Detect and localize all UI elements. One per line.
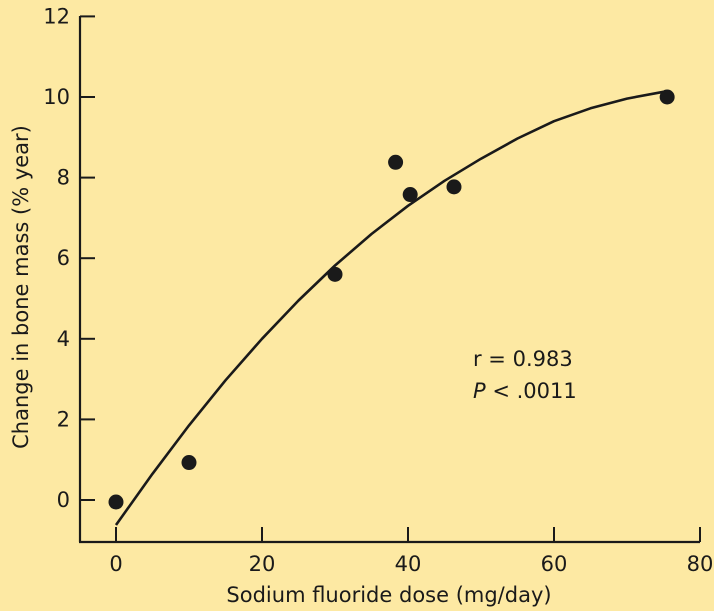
data-points bbox=[108, 89, 675, 510]
data-point bbox=[108, 494, 124, 510]
p-value-annotation: P < .0011 bbox=[473, 379, 577, 403]
y-tick-label: 8 bbox=[57, 166, 70, 190]
p-value-text: < .0011 bbox=[486, 379, 577, 403]
x-tick-label: 60 bbox=[541, 552, 568, 576]
p-symbol: P bbox=[473, 379, 486, 403]
y-axis-title: Change in bone mass (% year) bbox=[9, 125, 33, 449]
x-axis-title: Sodium fluoride dose (mg/day) bbox=[226, 583, 551, 607]
data-point bbox=[388, 154, 404, 170]
chart-ticks: 0 2 4 6 8 10 12 0 20 40 60 80 bbox=[43, 4, 713, 576]
y-tick-label: 12 bbox=[43, 4, 70, 28]
x-tick-label: 80 bbox=[687, 552, 714, 576]
data-point bbox=[446, 179, 462, 195]
r-value-annotation: r = 0.983 bbox=[473, 347, 573, 371]
y-tick-label: 10 bbox=[43, 85, 70, 109]
chart-axes bbox=[78, 16, 700, 544]
x-tick-label: 0 bbox=[109, 552, 122, 576]
fit-curve-group bbox=[114, 90, 664, 526]
y-tick-label: 4 bbox=[57, 327, 70, 351]
x-tick-label: 40 bbox=[395, 552, 422, 576]
y-tick-label: 0 bbox=[57, 488, 70, 512]
fit-curve bbox=[114, 90, 664, 526]
x-tick-label: 20 bbox=[249, 552, 276, 576]
data-point bbox=[659, 89, 675, 105]
y-tick-label: 6 bbox=[57, 246, 70, 270]
data-point bbox=[327, 266, 343, 282]
data-point bbox=[181, 455, 197, 471]
y-tick-label: 2 bbox=[57, 407, 70, 431]
data-point bbox=[402, 187, 418, 203]
